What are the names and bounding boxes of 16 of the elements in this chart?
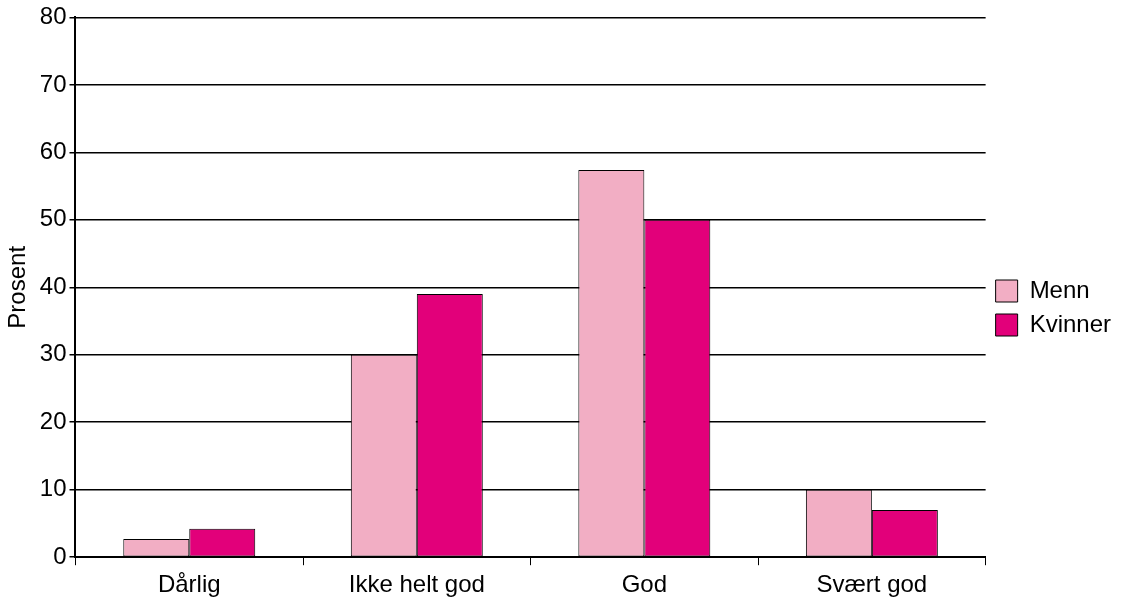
legend-label: Menn: [1029, 275, 1090, 303]
x-tick-label: Svært god: [816, 570, 928, 598]
y-tick-label: 70: [39, 69, 67, 97]
y-tick-label: 30: [39, 339, 67, 367]
legend-label: Kvinner: [1029, 309, 1112, 337]
x-tick-label: Ikke helt god: [348, 570, 485, 598]
y-tick-label: 80: [39, 2, 67, 30]
x-tick-label: God: [621, 570, 668, 598]
x-tick-label: Dårlig: [157, 570, 221, 598]
y-tick-label: 10: [39, 474, 67, 502]
y-tick-label: 60: [39, 136, 67, 164]
y-tick-label: 50: [39, 204, 67, 232]
y-tick-label: 0: [53, 541, 67, 569]
y-axis-title: Prosent: [3, 245, 31, 329]
y-tick-label: 20: [39, 406, 67, 434]
y-tick-label: 40: [39, 271, 67, 299]
